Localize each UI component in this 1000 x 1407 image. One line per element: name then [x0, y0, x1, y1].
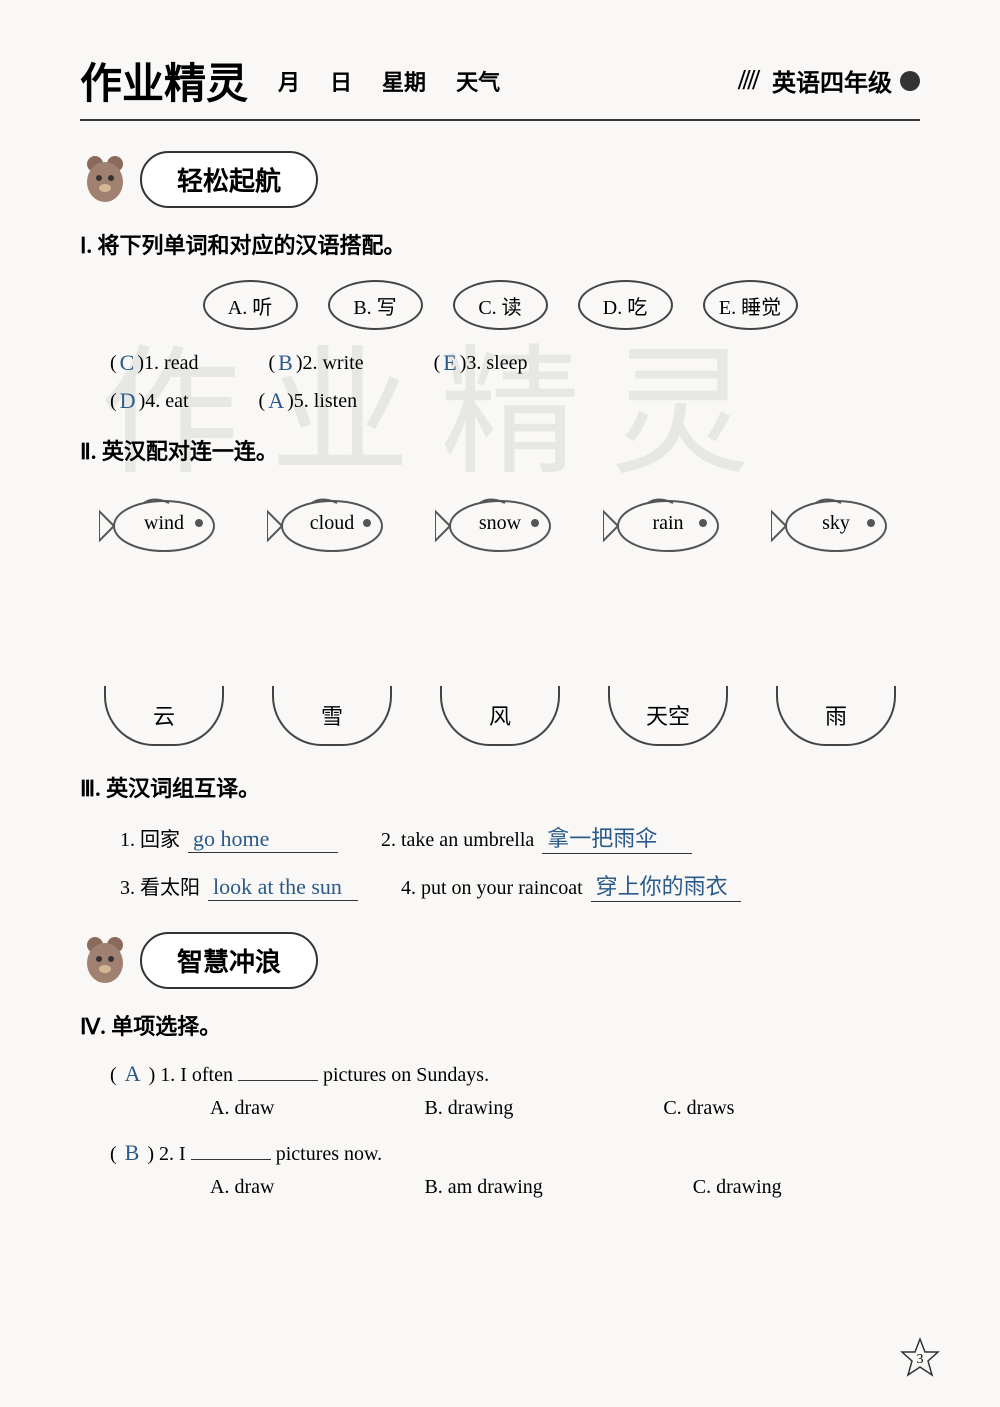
section4-badge-text: 智慧冲浪: [140, 932, 318, 989]
section1-badge: 轻松起航: [80, 151, 920, 208]
choice-d: D. 吃: [578, 280, 673, 330]
q2: ( B ) 2. write: [268, 350, 363, 376]
bear-icon: [80, 933, 130, 988]
option-a: A. draw: [210, 1097, 274, 1120]
header-dot-icon: [900, 71, 920, 91]
fish-wind: wind: [99, 491, 229, 556]
section1-title: Ⅰ. 将下列单词和对应的汉语搭配。: [80, 228, 920, 260]
option-a: A. draw: [210, 1176, 274, 1199]
bowl-row: 云 雪 风 天空 雨: [80, 686, 920, 746]
section3-title: Ⅲ. 英汉词组互译。: [80, 771, 920, 803]
mc-q1-options: A. draw B. drawing C. draws: [210, 1097, 920, 1120]
page-number-star: 3: [900, 1337, 940, 1377]
grade-label: 英语四年级: [772, 63, 892, 98]
section4-badge: 智慧冲浪: [80, 932, 920, 989]
translate-row-1: 1. 回家 go home 2. take an umbrella 拿一把雨伞: [120, 821, 920, 854]
answer-2: 拿一把雨伞: [542, 821, 692, 854]
page-header: 作业精灵 月 日 星期 天气 //// 英语四年级: [80, 50, 920, 121]
mc-q1: ( A ) 1. I often pictures on Sundays.: [110, 1061, 920, 1087]
answer-4: 穿上你的雨衣: [591, 869, 741, 902]
mc-q2: ( B ) 2. I pictures now.: [110, 1140, 920, 1166]
question-row-2: ( D ) 4. eat ( A ) 5. listen: [110, 388, 920, 414]
bowl-cloud: 云: [104, 686, 224, 746]
q5: ( A ) 5. listen: [259, 388, 358, 414]
fish-row: wind cloud snow: [80, 491, 920, 556]
section1-badge-text: 轻松起航: [140, 151, 318, 208]
bear-icon: [80, 152, 130, 207]
choice-c: C. 读: [453, 280, 548, 330]
fish-sky: sky: [771, 491, 901, 556]
fish-rain: rain: [603, 491, 733, 556]
choice-e: E. 睡觉: [703, 280, 798, 330]
bowl-rain: 雨: [776, 686, 896, 746]
q3: ( E ) 3. sleep: [434, 350, 528, 376]
q4: ( D ) 4. eat: [110, 388, 189, 414]
day-label: 日: [330, 65, 352, 97]
question-row-1: ( C ) 1. read ( B ) 2. write ( E ) 3. sl…: [110, 350, 920, 376]
bowl-wind: 风: [440, 686, 560, 746]
choice-bubble-row: A. 听 B. 写 C. 读 D. 吃 E. 睡觉: [80, 280, 920, 330]
option-b: B. drawing: [424, 1097, 513, 1120]
bowl-sky: 天空: [608, 686, 728, 746]
section2-title: Ⅱ. 英汉配对连一连。: [80, 434, 920, 466]
month-label: 月: [278, 65, 300, 97]
translate-row-2: 3. 看太阳 look at the sun 4. put on your ra…: [120, 869, 920, 902]
option-c: C. draws: [663, 1097, 734, 1120]
option-b: B. am drawing: [424, 1176, 542, 1199]
fish-cloud: cloud: [267, 491, 397, 556]
svg-text:3: 3: [917, 1352, 924, 1367]
slash-decoration: ////: [738, 65, 757, 97]
answer-3: look at the sun: [208, 874, 358, 901]
fish-snow: snow: [435, 491, 565, 556]
homework-title: 作业精灵: [80, 50, 248, 111]
bowl-snow: 雪: [272, 686, 392, 746]
q1: ( C ) 1. read: [110, 350, 198, 376]
section4-title: Ⅳ. 单项选择。: [80, 1009, 920, 1041]
weather-label: 天气: [456, 65, 500, 97]
mc-q2-options: A. draw B. am drawing C. drawing: [210, 1176, 920, 1199]
option-c: C. drawing: [693, 1176, 782, 1199]
answer-1: go home: [188, 826, 338, 853]
week-label: 星期: [382, 65, 426, 97]
choice-a: A. 听: [203, 280, 298, 330]
choice-b: B. 写: [328, 280, 423, 330]
